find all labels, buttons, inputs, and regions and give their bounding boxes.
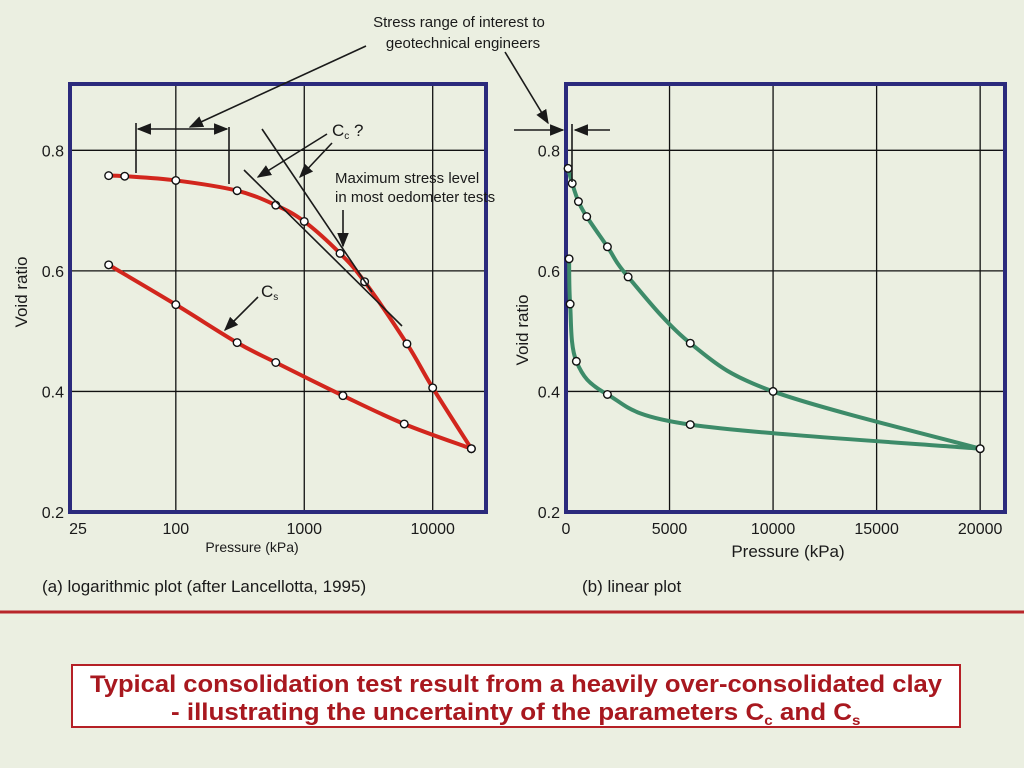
data-point [602, 242, 612, 252]
data-point [399, 419, 409, 429]
x-axis-label: Pressure (kPa) [731, 542, 844, 561]
y-tick-label: 0.8 [538, 143, 560, 160]
data-point [428, 383, 438, 393]
y-tick-label: 0.8 [42, 143, 64, 160]
data-point [563, 163, 573, 173]
y-tick-label: 0.4 [538, 384, 560, 401]
annotations [135, 45, 610, 332]
max-stress-label-1: Maximum stress level [335, 170, 479, 187]
y-tick-label: 0.2 [538, 505, 560, 522]
data-point [271, 358, 281, 368]
cc-arrow-2 [299, 142, 333, 179]
data-point [335, 248, 345, 258]
data-point [338, 391, 348, 401]
data-point [466, 444, 476, 454]
data-point [571, 356, 581, 366]
linear-chart: 0 5000 10000 15000 20000 0.2 0.4 0.6 0.8 Void rat… [513, 82, 1007, 561]
data-point [232, 186, 242, 196]
stress-range-label-1: Stress range of interest to [373, 14, 545, 31]
data-point [623, 272, 633, 282]
cs-arrow [223, 296, 259, 332]
data-point [582, 212, 592, 222]
caption-right: (b) linear plot [582, 577, 681, 596]
x-tick-label: 1000 [286, 521, 322, 538]
stress-range-pointer-right [504, 51, 549, 125]
data-point [171, 300, 181, 310]
cc-label: Cc ? [332, 121, 363, 142]
data-point [768, 386, 778, 396]
data-point [171, 175, 181, 185]
plot-frame [68, 82, 488, 514]
data-point [402, 339, 412, 349]
max-stress-label-2: in most oedometer tests [335, 189, 495, 206]
y-tick-label: 0.6 [42, 264, 64, 281]
data-point [104, 171, 114, 181]
x-tick-label: 15000 [854, 521, 899, 538]
cc-tangent-1 [243, 169, 403, 327]
cc-arrow-1 [256, 133, 328, 178]
data-point [565, 299, 575, 309]
data-point [232, 338, 242, 348]
x-tick-label: 10000 [410, 521, 455, 538]
data-point [602, 389, 612, 399]
loading-curve [566, 166, 983, 451]
x-tick-label: 10000 [751, 521, 796, 538]
y-axis-label: Void ratio [12, 257, 31, 328]
y-tick-label: 0.2 [42, 505, 64, 522]
cc-tangent-2 [261, 128, 373, 293]
cs-label: Cs [261, 282, 278, 303]
slide-title-line-1: Typical consolidation test result from a… [90, 671, 943, 698]
stress-range-label-2: geotechnical engineers [386, 35, 540, 52]
data-point [104, 260, 114, 270]
data-point [564, 254, 574, 264]
log-chart: 25 100 1000 10000 0.2 0.4 0.6 0.8 Void ratio Pres… [12, 82, 488, 555]
x-axis-label: Pressure (kPa) [205, 539, 298, 555]
slide-title-line-2: - illustrating the uncertainty of the pa… [171, 699, 860, 729]
x-tick-label: 20000 [958, 521, 1003, 538]
data-point [975, 444, 985, 454]
plot-frame [564, 82, 1007, 514]
data-point [685, 420, 695, 430]
loading-curve [106, 173, 474, 451]
x-tick-label: 5000 [652, 521, 688, 538]
x-tick-label: 100 [162, 521, 189, 538]
x-tick-label: 0 [562, 521, 571, 538]
data-point [685, 338, 695, 348]
caption-left: (a) logarithmic plot (after Lancellotta,… [42, 577, 366, 596]
unloading-curve [567, 256, 983, 451]
stress-range-pointer-left [188, 45, 367, 128]
y-axis-label: Void ratio [513, 295, 532, 366]
x-tick-label: 25 [69, 521, 87, 538]
data-point [299, 216, 309, 226]
y-tick-label: 0.6 [538, 264, 560, 281]
data-point [271, 200, 281, 210]
data-point [120, 171, 130, 181]
data-point [573, 197, 583, 207]
y-tick-label: 0.4 [42, 384, 64, 401]
slide-title-box: Typical consolidation test result from a… [71, 664, 961, 729]
